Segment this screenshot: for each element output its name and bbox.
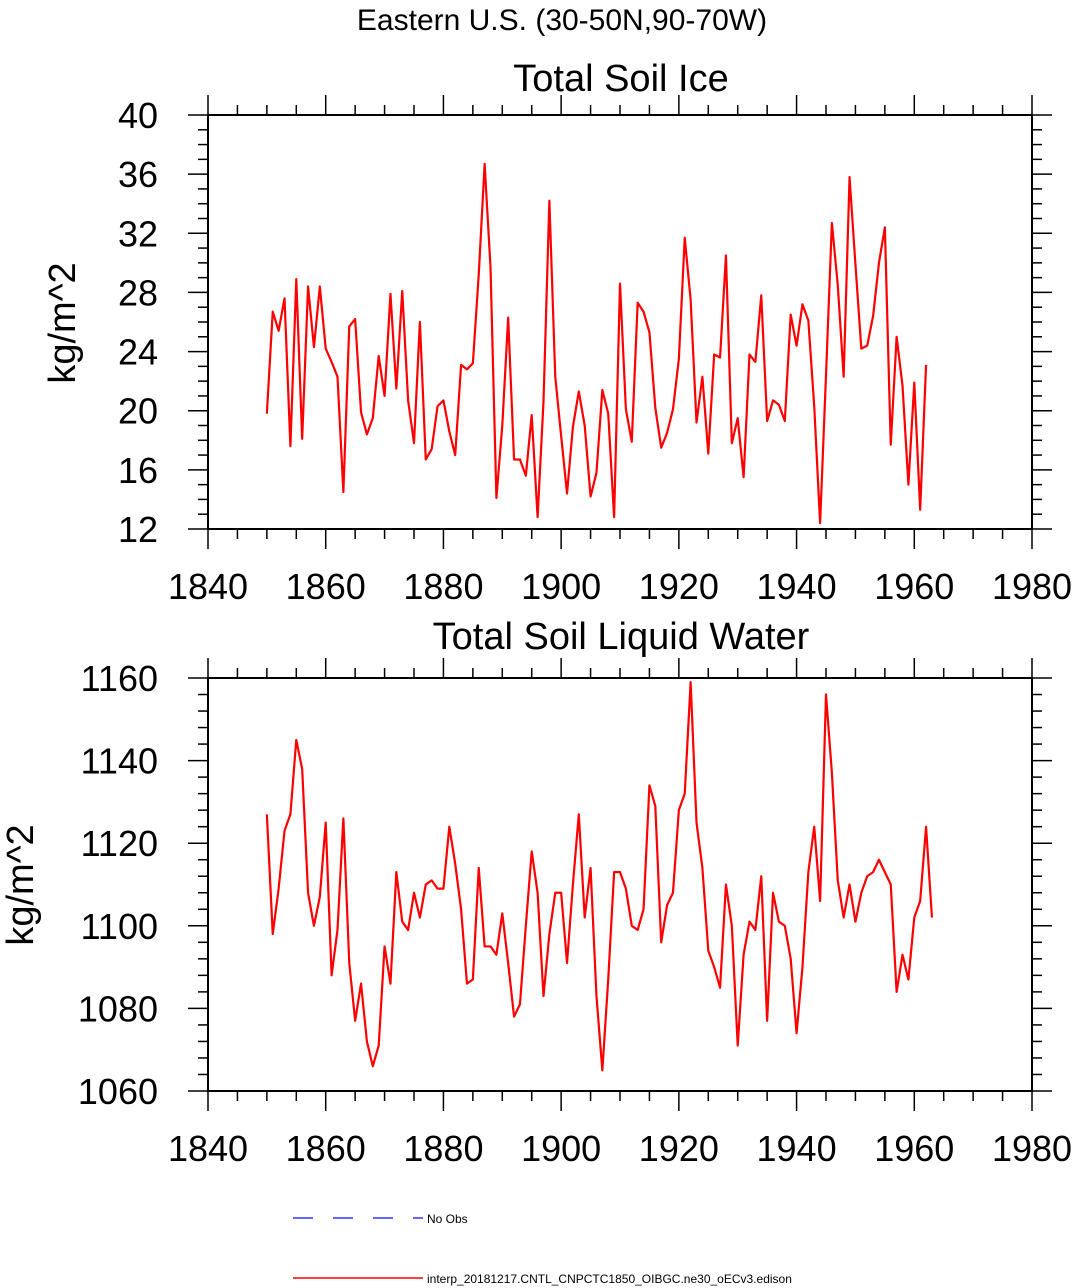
x-tick-label: 1940	[757, 566, 837, 607]
y-tick-label: 1080	[78, 988, 158, 1029]
y-axis-label: kg/m^2	[42, 262, 84, 383]
x-tick-label: 1860	[286, 566, 366, 607]
y-tick-label: 1060	[78, 1071, 158, 1112]
plot-frame	[207, 677, 1033, 1092]
y-tick-label: 32	[118, 213, 158, 254]
panel-title: Total Soil Ice	[513, 58, 728, 100]
y-tick-label: 1100	[81, 906, 158, 947]
x-tick-labels: 1840 1860 1880 1900 1920 1940 1960 1980	[168, 1128, 1072, 1169]
panel-title: Total Soil Liquid Water	[433, 616, 810, 658]
figure-title: Eastern U.S. (30-50N,90-70W)	[357, 4, 767, 37]
x-tick-label: 1880	[403, 566, 483, 607]
x-tick-label: 1840	[168, 1128, 248, 1169]
y-tick-label: 16	[118, 450, 158, 491]
x-tick-label: 1980	[992, 1128, 1072, 1169]
legend-item-model-run: interp_20181217.CNTL_CNPCTC1850_OIBGC.ne…	[293, 1272, 792, 1286]
axis-ticks	[188, 95, 1052, 549]
x-tick-label: 1980	[992, 566, 1072, 607]
y-tick-label: 12	[118, 509, 158, 550]
y-tick-label: 1120	[81, 823, 158, 864]
series-group	[265, 681, 934, 1072]
x-tick-label: 1860	[286, 1128, 366, 1169]
legend-label-model-run: interp_20181217.CNTL_CNPCTC1850_OIBGC.ne…	[427, 1272, 792, 1286]
series-line	[265, 162, 928, 525]
x-tick-label: 1900	[521, 1128, 601, 1169]
panel-total-soil-ice: Total Soil Ice kg/m^2 12 16 20 24 28 32 36 40 1…	[42, 58, 1072, 607]
x-tick-label: 1940	[757, 1128, 837, 1169]
y-tick-label: 1140	[81, 741, 158, 782]
plot-frame	[207, 114, 1033, 530]
legend-item-no-obs: No Obs	[293, 1212, 468, 1226]
x-tick-label: 1920	[639, 566, 719, 607]
y-tick-label: 24	[118, 332, 158, 373]
y-tick-labels: 1060 1080 1100 1120 1140 1160	[78, 658, 158, 1112]
series-group	[265, 162, 928, 525]
x-tick-label: 1920	[639, 1128, 719, 1169]
y-tick-labels: 12 16 20 24 28 32 36 40	[118, 95, 158, 550]
y-tick-label: 1160	[81, 658, 158, 699]
y-tick-label: 20	[118, 391, 158, 432]
x-tick-label: 1960	[874, 1128, 954, 1169]
series-line	[265, 681, 934, 1072]
x-tick-labels: 1840 1860 1880 1900 1920 1940 1960 1980	[168, 566, 1072, 607]
x-tick-label: 1900	[521, 566, 601, 607]
legend: No Obs interp_20181217.CNTL_CNPCTC1850_O…	[293, 1212, 792, 1286]
axis-ticks	[188, 658, 1052, 1111]
y-axis-label: kg/m^2	[0, 824, 42, 945]
panel-total-soil-liquid-water: Total Soil Liquid Water kg/m^2 106010801…	[0, 616, 1072, 1169]
x-tick-label: 1960	[874, 566, 954, 607]
x-tick-label: 1880	[403, 1128, 483, 1169]
y-tick-label: 40	[118, 95, 158, 136]
y-tick-label: 28	[118, 272, 158, 313]
legend-label-no-obs: No Obs	[427, 1212, 468, 1226]
y-tick-label: 36	[118, 154, 158, 195]
x-tick-label: 1840	[168, 566, 248, 607]
